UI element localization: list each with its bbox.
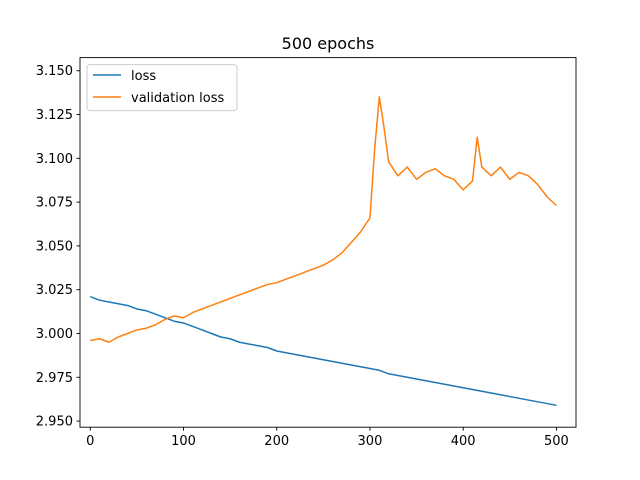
x-tick-label: 100 xyxy=(171,434,196,449)
x-axis: 0 100 200 300 400 500 xyxy=(86,427,569,449)
x-tick-label: 300 xyxy=(358,434,383,449)
legend-box xyxy=(86,64,238,112)
y-tick-label: 3.025 xyxy=(36,283,73,298)
chart-title: 500 epochs xyxy=(282,34,375,53)
x-tick-label: 400 xyxy=(451,434,476,449)
x-tick-label: 500 xyxy=(544,434,569,449)
series-line-validation-loss xyxy=(90,96,557,343)
y-tick-label: 3.075 xyxy=(36,196,73,211)
y-tick-label: 3.100 xyxy=(36,152,73,167)
legend: loss validation loss xyxy=(86,64,238,112)
y-tick-label: 2.950 xyxy=(36,415,73,430)
y-tick-label: 3.000 xyxy=(36,327,73,342)
series-layer xyxy=(89,96,557,407)
y-tick-label: 3.125 xyxy=(36,108,73,123)
y-tick-label: 3.150 xyxy=(36,64,73,79)
plot-area xyxy=(80,57,576,428)
y-tick-label: 3.050 xyxy=(36,239,73,254)
plot-frame xyxy=(79,57,577,428)
y-tick-label: 2.975 xyxy=(36,371,73,386)
legend-label-validation-loss: validation loss xyxy=(131,91,224,106)
y-axis: 2.950 2.975 3.000 3.025 3.050 3.075 3.100 3.125… xyxy=(36,64,80,430)
x-tick-label: 0 xyxy=(86,434,94,449)
legend-label-loss: loss xyxy=(131,69,156,84)
x-tick-label: 200 xyxy=(264,434,289,449)
